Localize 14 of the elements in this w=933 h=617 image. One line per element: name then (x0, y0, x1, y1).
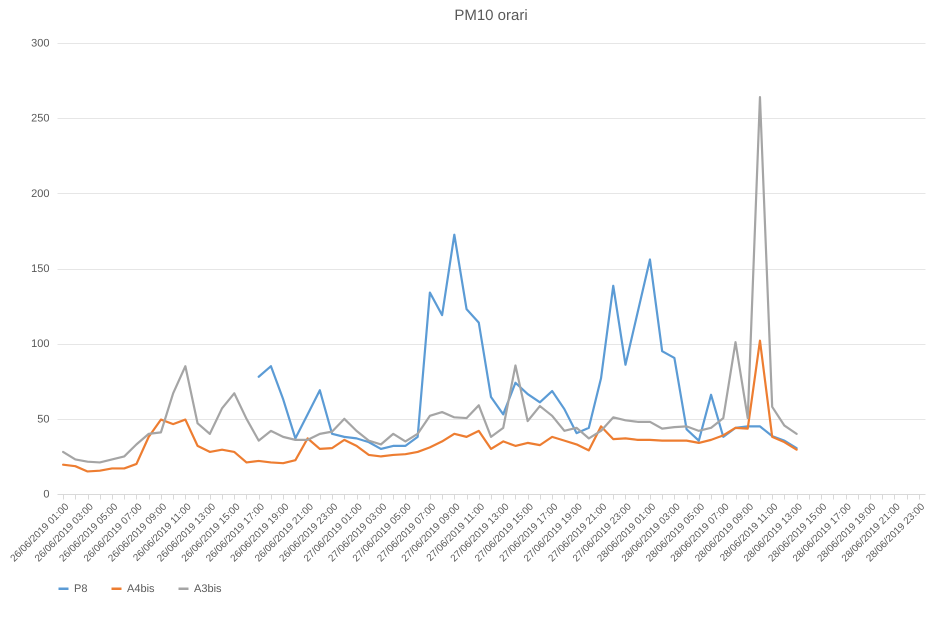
chart-title: PM10 orari (454, 7, 528, 24)
y-tick-label: 100 (31, 338, 50, 350)
legend-label: P8 (74, 582, 88, 595)
y-tick-label: 50 (37, 413, 50, 426)
line-series (258, 234, 798, 450)
legend-label: A3bis (194, 582, 222, 595)
y-tick-label: 250 (31, 112, 50, 125)
line-series (62, 340, 798, 473)
line-series (62, 96, 798, 464)
y-tick-label: 150 (31, 263, 50, 275)
legend-label: A4bis (127, 582, 156, 595)
y-tick-label: 0 (43, 488, 50, 500)
y-tick-label: 300 (31, 38, 50, 50)
y-tick-label: 200 (31, 188, 50, 200)
